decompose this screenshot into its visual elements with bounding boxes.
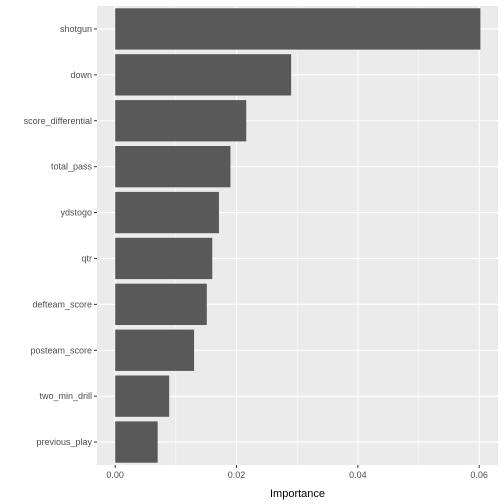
x-tick-label: 0.06 bbox=[470, 470, 488, 480]
bar-down bbox=[115, 54, 292, 96]
bar-ydstogo bbox=[115, 191, 219, 234]
y-tick-label: previous_play bbox=[36, 437, 92, 447]
y-tick-label: defteam_score bbox=[32, 299, 92, 309]
bar-shotgun bbox=[115, 8, 481, 50]
y-tick-label: posteam_score bbox=[30, 345, 92, 355]
x-axis-title: Importance bbox=[270, 488, 325, 500]
y-tick-label: qtr bbox=[81, 253, 92, 263]
y-tick-label: two_min_drill bbox=[39, 391, 92, 401]
bar-score-differential bbox=[115, 100, 247, 142]
x-tick-label: 0.04 bbox=[349, 470, 367, 480]
y-tick-label: score_differential bbox=[24, 116, 92, 126]
bar-qtr bbox=[115, 237, 213, 280]
bar-posteam-score bbox=[115, 329, 195, 371]
x-tick-label: 0.00 bbox=[106, 470, 124, 480]
x-axis: 0.00 0.02 0.04 0.06 bbox=[106, 465, 488, 480]
y-tick-label: total_pass bbox=[51, 162, 93, 172]
y-tick-label: down bbox=[70, 70, 92, 80]
bar-total-pass bbox=[115, 145, 231, 188]
bar-two-min-drill bbox=[115, 375, 170, 417]
bars bbox=[115, 8, 481, 463]
bar-defteam-score bbox=[115, 283, 207, 326]
y-tick-label: ydstogo bbox=[60, 208, 92, 218]
y-tick-label: shotgun bbox=[60, 24, 92, 34]
x-tick-label: 0.02 bbox=[228, 470, 246, 480]
bar-previous-play bbox=[115, 421, 158, 463]
y-axis: shotgun down score_differential total_passy… bbox=[24, 24, 97, 447]
